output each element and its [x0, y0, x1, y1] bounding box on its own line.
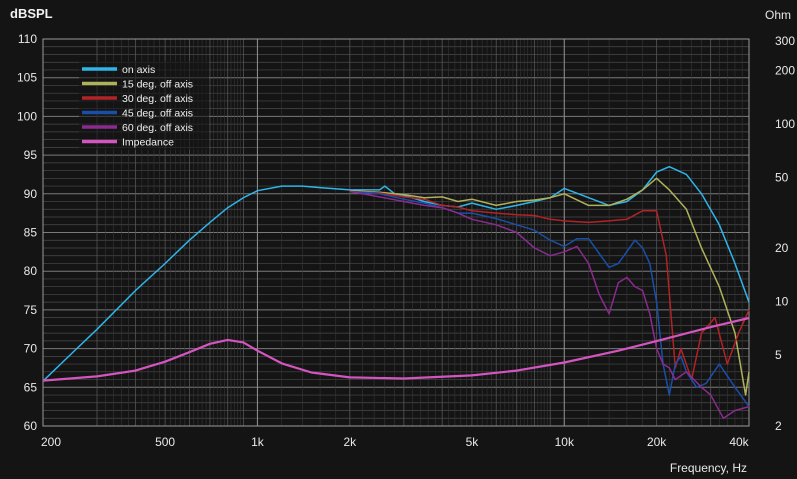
y-tick-label: 110 — [18, 32, 37, 46]
x-tick-label: 5k — [466, 435, 480, 449]
y-tick-label: 95 — [24, 148, 38, 162]
y2-tick-label: 5 — [775, 348, 782, 362]
legend-label: Impedance — [122, 137, 174, 149]
x-tick-label: 20k — [647, 435, 667, 449]
y-tick-label: 80 — [24, 264, 38, 278]
x-axis-title: Frequency, Hz — [670, 461, 747, 475]
y2-tick-label: 10 — [775, 295, 789, 309]
legend-label: 15 deg. off axis — [122, 79, 193, 91]
y-tick-label: 90 — [24, 187, 38, 201]
series-line-2 — [349, 177, 750, 396]
series-lines — [42, 165, 750, 420]
legend-background — [79, 61, 209, 150]
y-tick-label: 60 — [24, 419, 38, 433]
y-tick-label: 65 — [24, 380, 38, 394]
y2-tick-label: 50 — [775, 170, 789, 184]
legend-label: 45 deg. off axis — [122, 108, 193, 120]
legend-label: on axis — [122, 64, 155, 76]
y2-tick-label: 300 — [775, 34, 795, 48]
right-axis-title: Ohm — [765, 8, 791, 22]
x-tick-label: 40k — [729, 435, 749, 449]
legend-label: 30 deg. off axis — [122, 93, 193, 105]
y2-tick-label: 100 — [775, 117, 795, 131]
left-axis-title: dBSPL — [10, 6, 53, 21]
y2-tick-label: 200 — [775, 63, 795, 77]
x-tick-label: 1k — [251, 435, 265, 449]
series-line-6 — [42, 316, 750, 382]
y2-tick-label: 2 — [775, 419, 782, 433]
legend: on axis 15 deg. off axis 30 deg. off axis 4… — [79, 61, 209, 150]
x-tick-label: 2k — [343, 435, 357, 449]
y2-tick-label: 20 — [775, 241, 789, 255]
series-line-1 — [42, 165, 750, 382]
series-line-5 — [349, 190, 750, 420]
legend-label: 60 deg. off axis — [122, 122, 193, 134]
x-tick-label: 200 — [41, 435, 61, 449]
plot-frame — [42, 38, 750, 427]
series-line-3 — [349, 190, 750, 381]
x-tick-label: 10k — [555, 435, 575, 449]
y-tick-label: 70 — [24, 342, 38, 356]
y-tick-label: 85 — [24, 226, 38, 240]
y-tick-label: 105 — [17, 71, 37, 85]
y-tick-label: 75 — [24, 303, 38, 317]
x-tick-label: 500 — [155, 435, 175, 449]
y-tick-label: 100 — [17, 109, 37, 123]
